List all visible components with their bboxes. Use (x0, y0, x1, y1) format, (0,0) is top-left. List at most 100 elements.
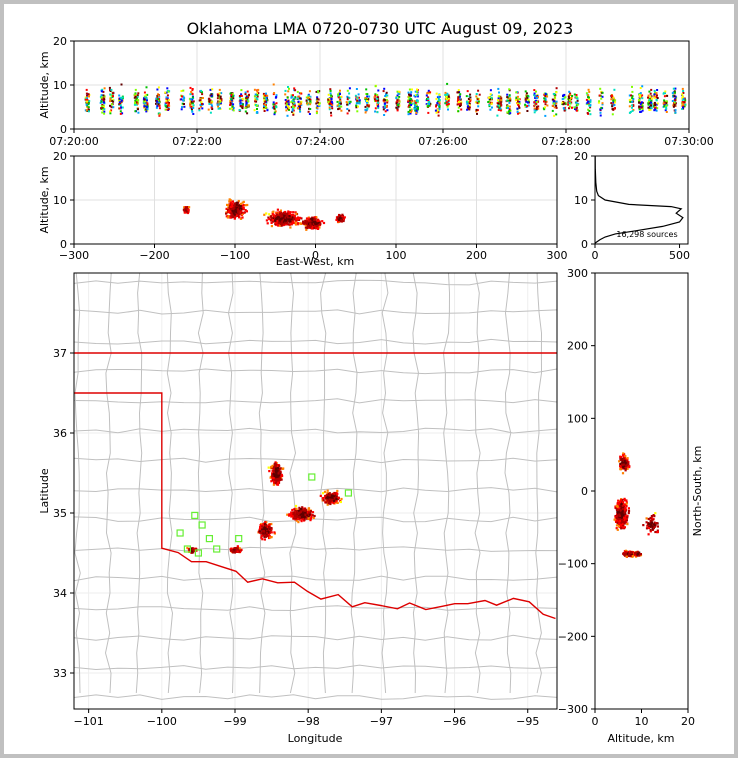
plan-density-cell (279, 478, 282, 481)
p1-source-point (437, 95, 440, 98)
p1-source-point (338, 101, 341, 103)
p1-source-point (374, 93, 377, 96)
p1-source-point (553, 103, 556, 106)
p1-source-point (364, 108, 367, 111)
p1-source-point (437, 114, 440, 117)
p1-source-point (398, 95, 401, 98)
p1-xtick-label: 07:28:00 (541, 135, 590, 148)
p1-source-point (466, 90, 469, 93)
plan-density-cell (325, 496, 328, 499)
p1-source-point (457, 96, 460, 99)
lma-station-marker (213, 545, 221, 553)
plan-density-cell (279, 467, 282, 470)
p1-source-point (318, 104, 321, 107)
p1-source-point (255, 98, 258, 101)
p1-source-point (665, 106, 668, 109)
p2-density-cell (289, 216, 292, 219)
plan-density-cell (268, 531, 271, 534)
ns-density-cell (649, 530, 652, 533)
p1-source-point (435, 98, 438, 100)
p1-source-point (182, 89, 185, 92)
p2-density-cell (278, 219, 281, 222)
plan-density-cell (322, 499, 325, 502)
p1-source-point (384, 99, 387, 102)
p3-ytick-label: 10 (574, 194, 588, 207)
plan-density-cell (278, 477, 282, 480)
p5-ytick-label: −100 (558, 558, 588, 571)
p1-source-point (468, 104, 471, 107)
p1-source-point (291, 109, 294, 112)
p1-source-point (573, 93, 576, 96)
ns-density-cell (626, 467, 629, 470)
p4-xtick-label: −97 (370, 715, 393, 728)
p1-source-point (346, 89, 349, 92)
ns-density-cell (634, 553, 637, 556)
ns-density-cell (625, 551, 628, 554)
plan-density-cell (229, 549, 232, 552)
p1-source-point (610, 95, 613, 97)
p2-density-cell (277, 221, 280, 224)
p1-source-point (256, 111, 259, 113)
p1-source-point (315, 112, 318, 115)
ns-density-cell (614, 505, 617, 508)
p1-source-point (653, 101, 656, 104)
p2-density-cell (342, 219, 345, 223)
p1-source-point (631, 97, 634, 100)
p2-density-cell (287, 220, 290, 223)
p1-source-point (527, 104, 530, 107)
p1-source-point (300, 100, 303, 103)
p1-source-point (409, 111, 412, 113)
p1-source-point (589, 104, 592, 106)
p1-source-point (570, 101, 573, 104)
p1-source-point (358, 99, 361, 102)
p1-source-point (118, 97, 121, 100)
p1-source-point (638, 106, 641, 109)
p1-source-point (663, 101, 666, 104)
p1-source-point (653, 96, 656, 99)
p2-density-cell (296, 222, 299, 225)
p2-density-cell (233, 217, 236, 220)
p2-density-cell (317, 219, 320, 222)
p1-source-point (409, 98, 412, 101)
p1-source-point (200, 105, 202, 108)
ns-density-cell (619, 523, 623, 527)
p1-source-point (435, 104, 438, 107)
p1-source-point (682, 90, 685, 92)
plan-density-cell (264, 535, 267, 538)
p2-density-cell (312, 220, 315, 223)
p1-source-point (684, 99, 687, 102)
p1-source-point (518, 102, 521, 105)
plan-density-cell (269, 475, 273, 478)
ns-density-cell (620, 519, 623, 522)
lma-station-marker (176, 529, 184, 537)
p1-source-point (397, 92, 400, 95)
p1-source-point (386, 100, 389, 103)
p1-source-point (416, 95, 419, 98)
p2-density-cell (302, 222, 305, 225)
p2-density-cell (227, 215, 230, 218)
plan-density-cell (336, 492, 339, 495)
p1-source-point (568, 90, 571, 93)
p5-ytick-label: −200 (558, 630, 588, 643)
p1-source-point (308, 102, 311, 105)
p1-source-point (426, 97, 428, 100)
p1-source-point (244, 110, 247, 113)
p2-density-cell (188, 206, 191, 209)
p1-source-point (681, 93, 684, 96)
p1-source-point (348, 100, 351, 103)
p1-source-point (599, 111, 602, 114)
p1-source-point (135, 103, 138, 106)
ns-density-cell (622, 524, 625, 527)
p2-density-cell (183, 209, 186, 212)
plan-density-cell (295, 519, 298, 522)
p1-source-point (364, 96, 367, 99)
p1-source-point (297, 103, 300, 106)
p4-xtick-label: −95 (516, 715, 539, 728)
plan-density-cell (326, 503, 329, 506)
p1-source-point (157, 103, 160, 106)
p1-source-point (459, 102, 462, 105)
p2-density-cell (236, 214, 239, 217)
p1-source-point (601, 102, 604, 105)
p1-source-point (517, 103, 520, 106)
